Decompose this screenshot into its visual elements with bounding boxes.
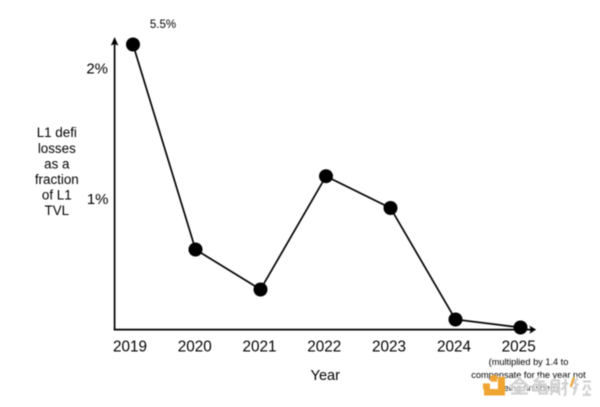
svg-text:2020: 2020 — [178, 339, 212, 356]
svg-text:1%: 1% — [87, 191, 109, 208]
svg-text:2%: 2% — [86, 61, 108, 78]
svg-text:2025: 2025 — [502, 339, 536, 356]
svg-text:being finished): being finished) — [499, 383, 559, 393]
svg-text:2019: 2019 — [113, 339, 147, 356]
svg-text:2023: 2023 — [372, 339, 406, 356]
svg-text:2024: 2024 — [437, 339, 472, 356]
svg-text:losses: losses — [38, 141, 76, 156]
svg-text:as a: as a — [44, 156, 70, 171]
svg-text:5.5%: 5.5% — [150, 19, 176, 31]
svg-text:compensate for the year not: compensate for the year not — [471, 370, 586, 380]
svg-text:2022: 2022 — [307, 339, 341, 356]
svg-text:Year: Year — [311, 368, 341, 384]
svg-text:2021: 2021 — [242, 339, 276, 356]
svg-text:fraction: fraction — [35, 172, 79, 187]
svg-text:of L1: of L1 — [42, 188, 72, 203]
svg-text:(multiplied by 1.4 to: (multiplied by 1.4 to — [489, 357, 569, 367]
svg-text:TVL: TVL — [45, 203, 70, 218]
svg-text:L1 defi: L1 defi — [37, 125, 77, 140]
